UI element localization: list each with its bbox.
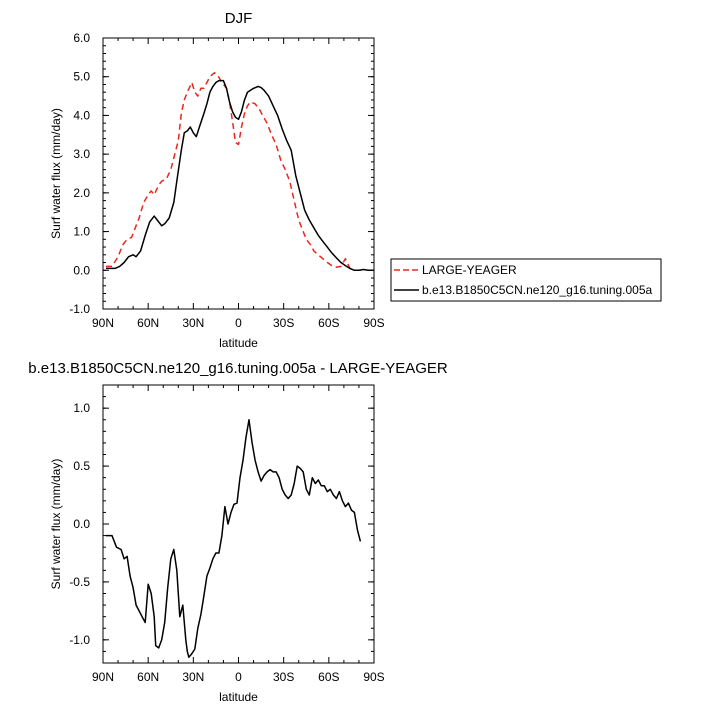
x-tick-label: 90N	[92, 670, 114, 684]
y-tick-label: -1.0	[69, 302, 90, 316]
y-axis-label: Surf water flux (mm/day)	[49, 459, 63, 590]
y-tick-label: -0.5	[69, 575, 90, 589]
plot-frame	[102, 384, 375, 664]
x-axis-label: latitude	[219, 336, 258, 350]
x-tick-label: 60S	[318, 670, 339, 684]
y-tick-label: 1.0	[73, 401, 90, 415]
y-tick-label: -1.0	[69, 633, 90, 647]
bottom-chart: b.e13.B1850C5CN.ne120_g16.tuning.005a - …	[28, 360, 448, 704]
x-tick-label: 30N	[182, 316, 204, 330]
x-axis-label: latitude	[219, 690, 258, 704]
series-line-1	[106, 79, 374, 272]
x-tick-label: 30S	[273, 316, 294, 330]
y-tick-label: 0.5	[73, 459, 90, 473]
legend-box	[390, 258, 662, 302]
y-tick-label: 3.0	[73, 147, 90, 161]
top-chart: DJF 90N 60N 30N 0 30S 60S 90S -1.0 0.0 1.0 2.0 3.0 4.…	[49, 10, 385, 350]
x-tick-label: 90S	[363, 670, 384, 684]
x-tick-label: 90N	[92, 316, 114, 330]
y-tick-label: 0.0	[73, 263, 90, 277]
x-tick-label: 60N	[137, 670, 159, 684]
chart-title: b.e13.B1850C5CN.ne120_g16.tuning.005a - …	[28, 360, 448, 377]
legend-label-1: b.e13.B1850C5CN.ne120_g16.tuning.005a	[422, 283, 653, 297]
y-tick-label: 2.0	[73, 186, 90, 200]
x-tick-label: 60N	[137, 316, 159, 330]
y-tick-label: 5.0	[73, 70, 90, 84]
y-tick-label: 0.0	[73, 517, 90, 531]
x-tick-label: 0	[235, 670, 242, 684]
x-tick-label: 30N	[182, 670, 204, 684]
y-tick-label: 4.0	[73, 108, 90, 122]
series-line-0	[106, 72, 364, 272]
chart-title: DJF	[225, 10, 253, 27]
x-tick-label: 90S	[363, 316, 384, 330]
x-tick-label: 30S	[273, 670, 294, 684]
y-tick-label: 1.0	[73, 225, 90, 239]
series-line-0	[106, 419, 362, 658]
legend: LARGE-YEAGER b.e13.B1850C5CN.ne120_g16.tu…	[390, 258, 662, 302]
legend-label-0: LARGE-YEAGER	[422, 263, 517, 277]
x-tick-label: 0	[235, 316, 242, 330]
plot-frame	[102, 37, 375, 310]
y-tick-label: 6.0	[73, 31, 90, 45]
y-axis-label: Surf water flux (mm/day)	[49, 108, 63, 239]
x-tick-label: 60S	[318, 316, 339, 330]
